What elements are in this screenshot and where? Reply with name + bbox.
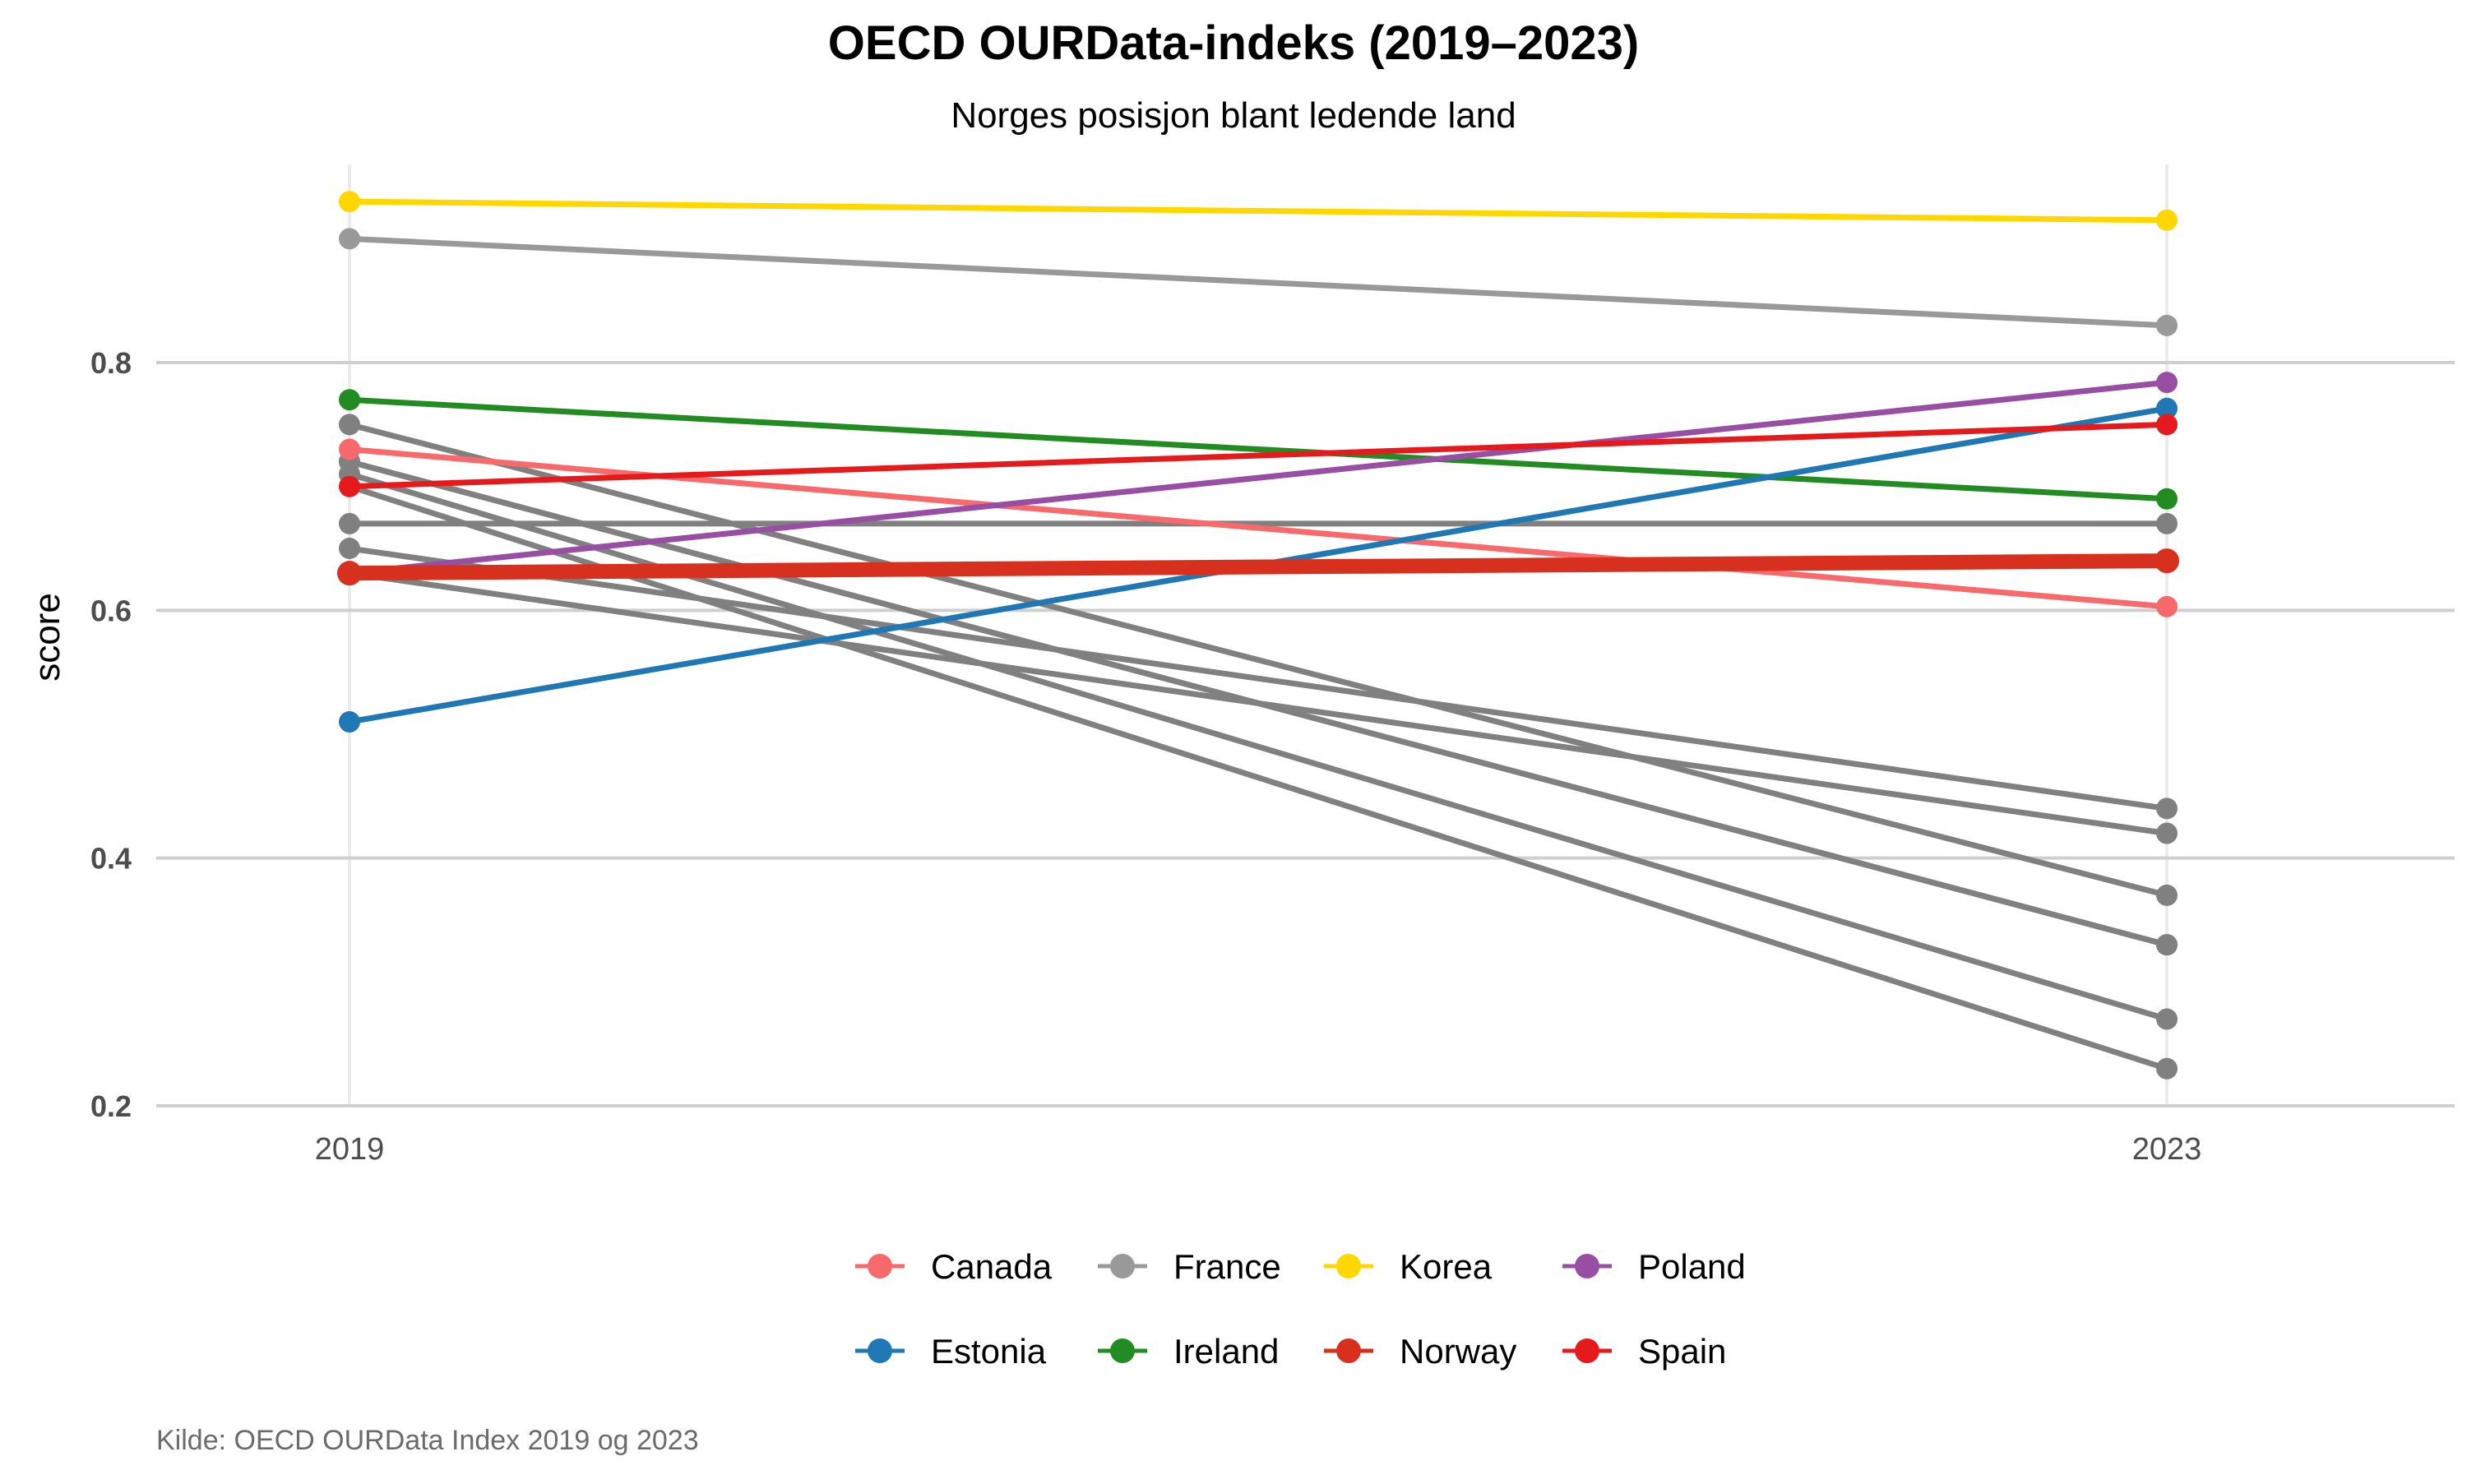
data-point [2156,884,2178,906]
chart-caption: Kilde: OECD OURData Index 2019 og 2023 [156,1425,699,1456]
legend-label: France [1173,1247,1281,1286]
series-line [346,421,2170,490]
data-point [2156,797,2178,820]
y-tick-label: 0.8 [90,346,132,380]
data-point [339,438,360,460]
data-point [339,191,360,213]
legend-label: Poland [1638,1247,1746,1286]
y-tick-label: 0.6 [90,594,132,627]
legend-item-norway: Norway [1324,1332,1516,1371]
x-axis: 2019 2023 [315,1132,2202,1167]
data-point [339,512,360,534]
data-point [339,414,360,436]
data-point [2155,548,2179,574]
series-line [346,459,2170,948]
series-other-country [339,512,2178,534]
data-point [2156,512,2178,534]
legend-key-dot [1336,1254,1361,1278]
series-canada [339,438,2178,617]
legend-item-spain: Spain [1562,1332,1726,1371]
data-point [337,561,362,586]
series-other-country [339,463,2178,1030]
series-ireland [339,389,2178,510]
legend-label: Estonia [931,1332,1047,1371]
series-other-country [339,414,2178,906]
series-line [342,553,2174,581]
legend-key-dot [1110,1254,1135,1278]
data-point [2156,372,2178,394]
data-point [339,389,360,411]
chart-subtitle: Norges posisjon blant ledende land [951,95,1516,136]
data-point [2156,1057,2178,1079]
series-line [346,421,2170,899]
series-line [346,379,2170,576]
data-point [2156,822,2178,844]
legend: Canada France Korea Poland Estonia Ireland Nor… [855,1247,1746,1371]
legend-label: Spain [1638,1332,1726,1371]
legend-label: Korea [1400,1247,1493,1286]
legend-item-canada: Canada [855,1247,1053,1286]
series-group [337,191,2179,1079]
legend-key-dot [868,1254,892,1278]
legend-key-dot [1110,1338,1135,1363]
series-line [346,198,2170,224]
series-france [339,228,2178,336]
y-axis-label: score [27,593,67,682]
series-line [346,483,2170,1072]
data-point [2156,1008,2178,1030]
series-other-country [339,538,2178,820]
data-point [2156,595,2178,617]
data-point [339,475,360,497]
legend-label: Canada [931,1247,1053,1286]
series-line [346,446,2170,610]
legend-item-estonia: Estonia [855,1332,1047,1371]
chart-title: OECD OURData-indeks (2019–2023) [828,16,1639,70]
series-norway [337,548,2179,586]
series-line [346,396,2170,502]
series-korea [339,191,2178,231]
series-spain [339,414,2178,497]
x-tick-label: 2019 [315,1132,385,1167]
series-line [346,235,2170,329]
x-tick-label: 2023 [2132,1132,2202,1167]
legend-label: Ireland [1173,1332,1279,1371]
legend-item-ireland: Ireland [1098,1332,1279,1371]
legend-key-dot [1336,1338,1361,1363]
data-point [2156,397,2178,419]
legend-label: Norway [1400,1332,1516,1371]
y-tick-label: 0.2 [90,1089,132,1123]
y-axis: 0.2 0.4 0.6 0.8 [90,346,132,1123]
legend-key-dot [1575,1254,1599,1278]
y-tick-label: 0.4 [90,842,132,876]
legend-item-poland: Poland [1562,1247,1746,1286]
data-point [2156,209,2178,231]
data-point [2156,934,2178,956]
grid [156,164,2455,1107]
data-point [2156,414,2178,436]
legend-item-korea: Korea [1324,1247,1493,1286]
legend-item-france: France [1098,1247,1281,1286]
data-point [339,228,360,250]
legend-key-dot [1575,1338,1599,1363]
series-line [346,545,2170,811]
data-point [339,710,360,733]
data-point [339,538,360,560]
legend-key-dot [868,1338,892,1363]
data-point [2156,488,2178,510]
data-point [2156,314,2178,336]
